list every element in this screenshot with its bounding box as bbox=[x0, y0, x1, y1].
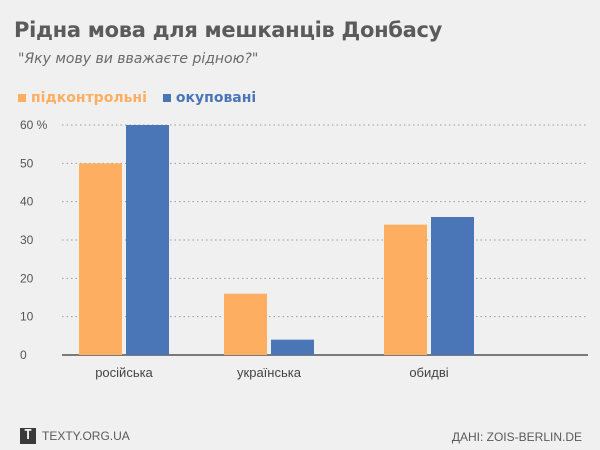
footer-site: TEXTY.ORG.UA bbox=[42, 429, 130, 443]
legend-swatch-controlled bbox=[18, 94, 26, 102]
legend-item-occupied: окуповані bbox=[162, 90, 257, 106]
footer-brand: T TEXTY.ORG.UA bbox=[20, 428, 130, 444]
footer-source: ДАНІ: ZOIS-BERLIN.DE bbox=[451, 430, 582, 444]
bar-controlled bbox=[384, 224, 427, 355]
bar-occupied bbox=[126, 125, 169, 355]
legend-label-occupied: окуповані bbox=[175, 90, 257, 106]
y-tick-label: 10 bbox=[20, 310, 34, 324]
bar-occupied bbox=[431, 217, 474, 355]
texty-logo-icon: T bbox=[20, 428, 36, 444]
legend-swatch-occupied bbox=[162, 94, 171, 102]
bar-controlled bbox=[224, 293, 267, 355]
y-tick-label: 60 % bbox=[20, 118, 48, 132]
legend-item-controlled: підконтрольні bbox=[18, 90, 147, 106]
chart-subtitle: "Яку мову ви вважаєте рідною?" bbox=[18, 51, 259, 67]
y-tick-label: 30 bbox=[20, 233, 34, 247]
x-category-label: обидві bbox=[409, 365, 448, 380]
y-tick-label: 40 bbox=[20, 195, 34, 209]
legend: підконтрольні окуповані bbox=[18, 90, 256, 106]
y-tick-label: 20 bbox=[20, 271, 34, 285]
y-tick-label: 0 bbox=[20, 348, 27, 362]
bar-controlled bbox=[79, 163, 122, 355]
x-category-label: українська bbox=[237, 365, 302, 380]
chart-title: Рідна мова для мешканців Донбасу bbox=[14, 18, 443, 42]
x-category-label: російська bbox=[95, 365, 153, 380]
bar-occupied bbox=[271, 339, 314, 355]
y-tick-label: 50 bbox=[20, 156, 34, 170]
legend-label-controlled: підконтрольні bbox=[31, 90, 147, 106]
